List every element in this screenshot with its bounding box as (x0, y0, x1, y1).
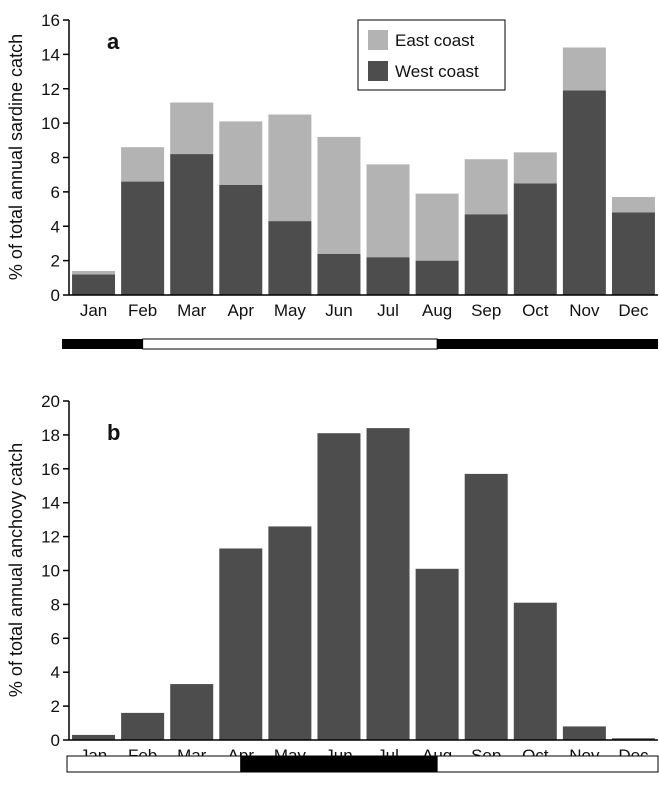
x-tick-label-a-oct: Oct (522, 301, 549, 320)
bar-a-east-coast-mar (170, 102, 214, 155)
bar-b-dec (611, 738, 655, 740)
x-tick-label-a-jun: Jun (325, 301, 352, 320)
bar-a-west-coast-aug (415, 260, 459, 295)
bar-b-nov (562, 726, 606, 740)
legend-label-west-coast: West coast (395, 62, 479, 81)
y-tick-label-a-2: 2 (51, 252, 60, 271)
x-tick-label-a-sep: Sep (471, 301, 501, 320)
bar-b-jul (366, 428, 410, 740)
legend-label-east-coast: East coast (395, 31, 475, 50)
bar-a-east-coast-may (268, 114, 312, 222)
x-tick-label-a-feb: Feb (128, 301, 157, 320)
bar-b-aug (415, 568, 459, 740)
panel-a-label: a (107, 29, 120, 54)
x-tick-label-a-mar: Mar (177, 301, 207, 320)
season-band-a-1 (62, 339, 192, 349)
bar-a-east-coast-jan (72, 270, 116, 275)
x-tick-label-a-jul: Jul (377, 301, 399, 320)
bar-a-west-coast-oct (513, 183, 557, 295)
season-band-b-3 (436, 755, 659, 773)
y-tick-label-b-8: 8 (51, 595, 60, 614)
bar-a-west-coast-feb (121, 181, 165, 295)
panel-b-label: b (107, 420, 120, 445)
y-tick-label-a-16: 16 (41, 11, 60, 30)
bar-a-west-coast-sep (464, 214, 508, 295)
y-tick-label-a-14: 14 (41, 45, 60, 64)
bar-a-west-coast-may (268, 221, 312, 295)
bar-a-west-coast-mar (170, 154, 214, 295)
x-tick-label-a-nov: Nov (569, 301, 600, 320)
y-tick-label-b-0: 0 (51, 731, 60, 750)
bar-b-jan (72, 734, 116, 740)
bar-b-oct (513, 602, 557, 740)
y-tick-label-b-2: 2 (51, 697, 60, 716)
y-tick-label-b-10: 10 (41, 562, 60, 581)
panel-a-legend: East coast West coast (357, 19, 506, 91)
bar-b-may (268, 526, 312, 740)
panel-a-y-axis-label: % of total annual sardine catch (6, 34, 26, 280)
y-tick-label-a-8: 8 (51, 149, 60, 168)
season-band-b-1 (66, 755, 242, 773)
bar-a-east-coast-jul (366, 164, 410, 258)
bar-b-mar (170, 684, 214, 740)
bar-a-east-coast-nov (562, 47, 606, 91)
bar-a-east-coast-apr (219, 121, 263, 185)
y-tick-label-a-12: 12 (41, 80, 60, 99)
y-tick-label-b-16: 16 (41, 460, 60, 479)
y-tick-label-a-10: 10 (41, 114, 60, 133)
legend-swatch-east-coast (368, 30, 388, 50)
y-tick-label-a-4: 4 (51, 217, 60, 236)
bar-b-sep (464, 473, 508, 740)
chart-panel-a: a % of total annual sardine catch East c… (6, 11, 658, 350)
legend-swatch-west-coast (368, 61, 388, 81)
season-band-b-2 (240, 755, 438, 773)
bar-a-west-coast-apr (219, 185, 263, 295)
y-tick-label-b-12: 12 (41, 528, 60, 547)
bar-a-east-coast-oct (513, 152, 557, 184)
y-tick-label-b-6: 6 (51, 629, 60, 648)
x-tick-label-a-aug: Aug (422, 301, 452, 320)
bar-a-east-coast-aug (415, 193, 459, 261)
x-tick-label-a-apr: Apr (228, 301, 255, 320)
y-tick-label-b-14: 14 (41, 494, 60, 513)
y-tick-label-b-18: 18 (41, 426, 60, 445)
bar-a-east-coast-feb (121, 147, 165, 182)
bar-a-west-coast-jan (72, 274, 116, 295)
y-tick-label-b-20: 20 (41, 392, 60, 411)
x-tick-label-a-jan: Jan (80, 301, 107, 320)
y-tick-label-b-4: 4 (51, 663, 60, 682)
x-tick-label-a-dec: Dec (618, 301, 649, 320)
y-tick-label-a-6: 6 (51, 183, 60, 202)
panel-b-y-axis-label: % of total annual anchovy catch (6, 443, 26, 697)
bar-a-west-coast-dec (611, 212, 655, 295)
season-band-a-3 (437, 339, 658, 349)
x-tick-label-a-may: May (274, 301, 307, 320)
bar-a-west-coast-jun (317, 253, 361, 295)
bar-a-east-coast-sep (464, 159, 508, 215)
bar-b-apr (219, 548, 263, 740)
bar-a-east-coast-dec (611, 197, 655, 213)
season-band-a-2 (142, 338, 438, 350)
bar-a-west-coast-jul (366, 257, 410, 295)
bar-b-feb (121, 712, 165, 740)
chart-panel-b: b % of total annual anchovy catch JanFeb… (6, 392, 659, 773)
y-tick-label-a-0: 0 (51, 286, 60, 305)
bar-b-jun (317, 433, 361, 740)
bar-a-east-coast-jun (317, 136, 361, 254)
bar-a-west-coast-nov (562, 90, 606, 295)
